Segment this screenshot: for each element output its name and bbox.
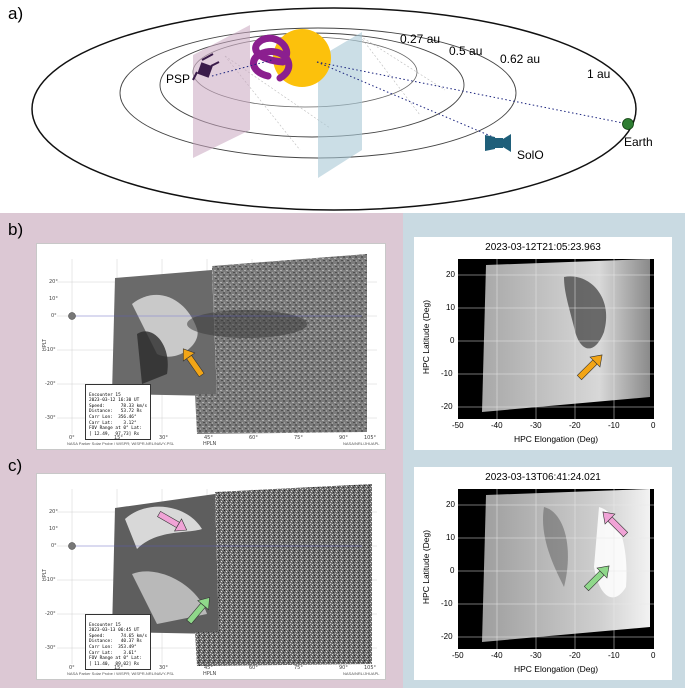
xtick: -50: [452, 421, 464, 430]
ytick: -20: [441, 632, 453, 641]
cme-loop: [250, 34, 293, 82]
panel-c-label: c): [8, 456, 23, 475]
credit-left: NASA Parker Solar Probe / WISPR; WISPR-N…: [67, 671, 175, 676]
encounter-info-b: Encounter 15 2023-03-12 16:30 UT Speed: …: [85, 384, 152, 441]
xtick: -30: [530, 421, 542, 430]
ytick: 10°: [49, 526, 58, 532]
lasco-title-b: 2023-03-12T21:05:23.963: [485, 242, 601, 253]
ylabel: HPLT: [41, 569, 48, 581]
ytick: -10: [441, 369, 453, 378]
xtick: -10: [608, 651, 620, 660]
green-arrow-lasco-c: [583, 565, 610, 592]
psp-label: PSP: [166, 72, 191, 86]
xtick: -40: [491, 421, 503, 430]
solo-label: SolO: [517, 148, 544, 162]
xtick: 15°: [114, 435, 123, 441]
ytick: 0°: [51, 313, 57, 319]
ylabel: HPC Latitude (Deg): [421, 529, 431, 605]
orbit-label-062: 0.62 au: [500, 52, 541, 66]
ytick: -30°: [45, 415, 56, 421]
xtick: -10: [608, 421, 620, 430]
lasco-plot-c: 2023-03-13T06:41:24.021 20 10 0 -10 -2: [414, 467, 672, 680]
xtick: 0°: [69, 435, 75, 441]
lasco-title-c: 2023-03-13T06:41:24.021: [485, 472, 601, 483]
ytick: -10°: [45, 347, 56, 353]
xtick: 0: [651, 421, 656, 430]
orbit-1au: [31, 7, 637, 211]
ytick: 20°: [49, 509, 58, 515]
psp-spacecraft: [192, 53, 220, 81]
wispr-plot-c: Encounter 15 2023-03-13 06:45 UT Speed: …: [36, 473, 386, 680]
xtick: 75°: [294, 665, 303, 671]
credit-right: NASA/NRL/JHUAPL: [343, 441, 380, 446]
ylabel: HPC Latitude (Deg): [421, 299, 431, 375]
xtick: 60°: [249, 665, 258, 671]
pink-arrow-c: [157, 510, 188, 532]
ytick: -20°: [45, 381, 56, 387]
orbit-label-1au: 1 au: [587, 67, 611, 81]
xtick: 45°: [204, 665, 213, 671]
ytick: -20°: [45, 611, 56, 617]
ytick: -20: [441, 402, 453, 411]
credit-right: NASA/NRL/JHUAPL: [343, 671, 380, 676]
xtick: -50: [452, 651, 464, 660]
lasco-plot-b: 2023-03-12T21:05:23.963 20 10 0 -10 -20 …: [414, 237, 672, 450]
xtick: 90°: [339, 435, 348, 441]
xtick: -30: [530, 651, 542, 660]
orbit-label-027: 0.27 au: [400, 32, 441, 46]
encounter-info-c: Encounter 15 2023-03-13 06:45 UT Speed: …: [85, 614, 152, 671]
ytick: -10: [441, 599, 453, 608]
ytick: 20: [446, 270, 455, 279]
ytick: 0: [450, 566, 455, 575]
xtick: 105°: [364, 435, 377, 441]
xtick: -20: [569, 651, 581, 660]
xtick: 45°: [204, 435, 213, 441]
green-arrow-c: [186, 597, 210, 625]
orange-arrow-b: [182, 348, 205, 378]
wispr-outer-image-c: [195, 484, 372, 666]
ytick: 20: [446, 500, 455, 509]
xtick: 15°: [114, 665, 123, 671]
ytick: 10: [446, 533, 455, 542]
psp-fov-plane: [193, 25, 250, 158]
xtick: 0: [651, 651, 656, 660]
wispr-outer-image-b: [195, 254, 367, 434]
ytick: 0°: [51, 543, 57, 549]
xtick: 60°: [249, 435, 258, 441]
xlabel: HPLN: [203, 671, 217, 677]
ytick: 0: [450, 336, 455, 345]
xtick: 75°: [294, 435, 303, 441]
orbit-label-05: 0.5 au: [449, 44, 483, 58]
ytick: 20°: [49, 279, 58, 285]
ytick: 10: [446, 303, 455, 312]
orange-arrow-lasco-b: [576, 354, 603, 381]
xlabel: HPC Elongation (Deg): [514, 664, 599, 674]
xtick: 90°: [339, 665, 348, 671]
xtick: 30°: [159, 435, 168, 441]
xtick: 30°: [159, 665, 168, 671]
xlabel: HPC Elongation (Deg): [514, 434, 599, 444]
xtick: -40: [491, 651, 503, 660]
xtick: 105°: [364, 665, 377, 671]
pink-arrow-lasco-c: [602, 511, 629, 538]
ylabel: HPLT: [41, 339, 48, 351]
solo-spacecraft: [485, 134, 511, 152]
ytick: -10°: [45, 577, 56, 583]
earth: [622, 118, 634, 130]
xlabel: HPLN: [203, 441, 217, 447]
wispr-plot-b: Encounter 15 2023-03-12 16:30 UT Speed: …: [36, 243, 386, 450]
earth-label: Earth: [624, 135, 653, 149]
panel-b-label: b): [8, 220, 24, 239]
ytick: 10°: [49, 296, 58, 302]
ytick: -30°: [45, 645, 56, 651]
xtick: 0°: [69, 665, 75, 671]
credit-left: NASA Parker Solar Probe / WISPR; WISPR-N…: [67, 441, 175, 446]
panel-a-label: a): [8, 4, 24, 23]
xtick: -20: [569, 421, 581, 430]
orbit-diagram: [31, 7, 637, 211]
